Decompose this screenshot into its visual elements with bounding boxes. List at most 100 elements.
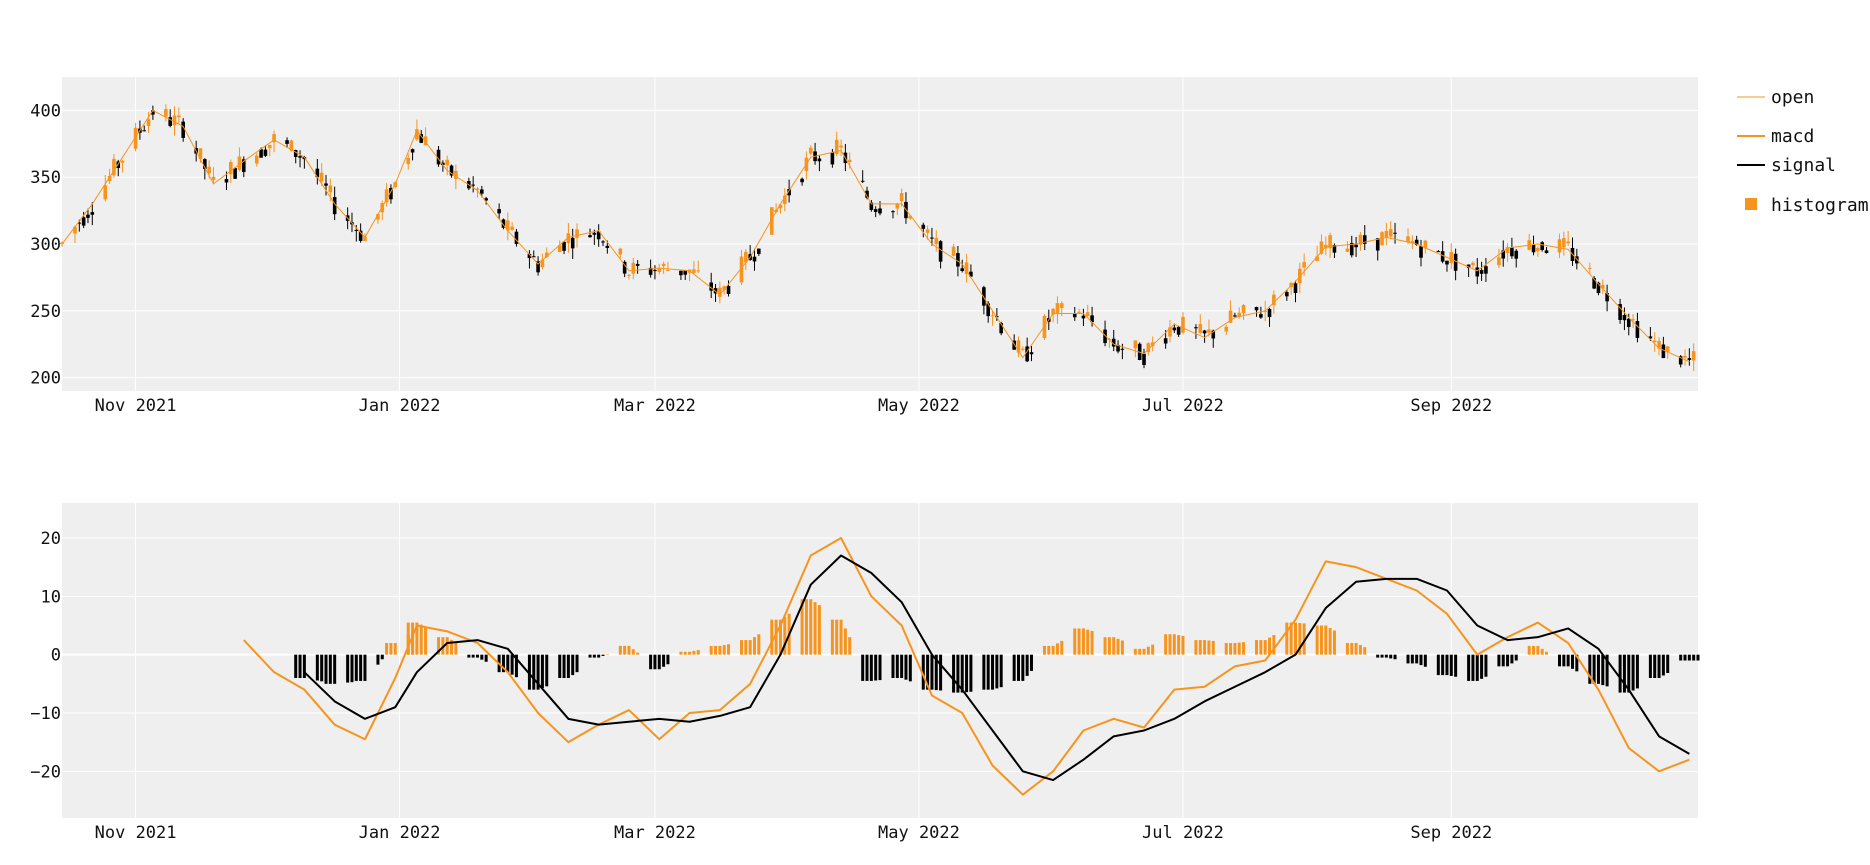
y-tick-label: 250 — [30, 302, 61, 322]
y-tick-label: 350 — [30, 168, 61, 188]
candle — [930, 227, 934, 246]
histogram-bar — [1527, 645, 1531, 655]
histogram-bar — [1354, 643, 1358, 655]
candle — [1497, 248, 1501, 269]
histogram-bar — [930, 654, 934, 690]
x-tick-label: Nov 2021 — [95, 396, 177, 416]
histogram-bar — [376, 654, 380, 665]
candle — [778, 203, 783, 214]
histogram-bar — [1302, 623, 1306, 655]
legend-item-signal[interactable]: signal — [1737, 155, 1836, 176]
candle — [384, 182, 389, 207]
histogram-bar — [830, 619, 834, 655]
histogram-bar — [1441, 654, 1445, 676]
histogram-bar — [865, 654, 869, 681]
candle — [1635, 312, 1640, 343]
histogram-bar — [1116, 638, 1120, 655]
histogram-bar — [1298, 623, 1302, 655]
candle — [315, 158, 320, 185]
histogram-bar — [315, 654, 319, 681]
candle — [982, 285, 986, 315]
histogram-bar — [861, 654, 865, 681]
histogram-bar — [566, 654, 570, 678]
candle — [709, 272, 714, 299]
histogram-bar — [514, 654, 518, 678]
histogram-bar — [891, 654, 895, 678]
histogram-bar — [1138, 648, 1142, 655]
candle — [839, 139, 843, 157]
candle — [964, 253, 969, 283]
histogram-bar — [558, 654, 562, 678]
x-tick-label: Jan 2022 — [359, 396, 441, 416]
histogram-bar — [683, 651, 687, 655]
candle — [1259, 306, 1263, 319]
candle — [272, 130, 276, 153]
histogram-bar — [895, 654, 899, 678]
candle — [1562, 231, 1566, 256]
histogram-bar — [770, 619, 774, 655]
candle — [834, 131, 839, 157]
histogram-bar — [1259, 640, 1263, 655]
candle — [1354, 236, 1358, 257]
histogram-bar — [294, 654, 298, 678]
x-tick-label: May 2022 — [878, 823, 960, 843]
histogram-bar — [1588, 654, 1592, 684]
candle — [635, 260, 640, 274]
candle — [514, 229, 519, 247]
histogram-bar — [1692, 654, 1696, 661]
histogram-bar — [1510, 654, 1514, 664]
y-tick-label: −20 — [30, 762, 61, 782]
candle — [951, 243, 956, 257]
legend-item-histogram[interactable]: histogram — [1745, 195, 1869, 216]
candle — [1384, 222, 1389, 246]
candle — [181, 118, 185, 142]
histogram-bar — [869, 654, 873, 681]
candle — [1423, 239, 1428, 254]
candle — [960, 259, 965, 273]
y-tick-label: 200 — [30, 369, 61, 389]
histogram-bar — [1103, 637, 1107, 655]
histogram-bar — [1484, 654, 1488, 677]
histogram-bar — [1454, 654, 1458, 677]
histogram-bar — [471, 654, 475, 658]
candle — [501, 218, 506, 230]
histogram-bar — [1635, 654, 1639, 689]
legend-item-macd[interactable]: macd — [1737, 126, 1814, 147]
candle — [938, 240, 943, 269]
legend-item-open[interactable]: open — [1737, 87, 1814, 108]
candle — [1349, 235, 1354, 258]
candle — [969, 264, 973, 278]
candle — [1207, 319, 1211, 337]
histogram-bar — [562, 654, 566, 678]
candle — [1358, 232, 1363, 251]
histogram-bar — [1363, 647, 1367, 655]
histogram-bar — [1683, 654, 1687, 661]
legend-label: histogram — [1771, 195, 1869, 216]
candle — [1453, 248, 1458, 281]
candle — [1120, 343, 1125, 360]
candle — [1445, 260, 1449, 272]
candle — [1293, 280, 1298, 303]
candle — [233, 167, 237, 180]
histogram-bar — [1081, 628, 1085, 655]
histogram-bar — [1203, 640, 1207, 655]
histogram-bar — [718, 645, 722, 655]
histogram-bar — [415, 622, 419, 655]
candle — [1514, 248, 1519, 268]
histogram-bar — [1497, 654, 1501, 667]
histogram-bar — [657, 654, 661, 670]
histogram-bar — [1570, 654, 1574, 669]
candle — [1254, 306, 1259, 317]
histogram-bar — [662, 654, 666, 667]
candle — [726, 280, 731, 297]
legend-label: macd — [1771, 126, 1814, 147]
histogram-bar — [952, 654, 956, 693]
candle — [410, 148, 415, 161]
histogram-bar — [774, 619, 778, 655]
histogram-bar — [1501, 654, 1505, 667]
candle — [1267, 307, 1272, 327]
histogram-bar — [757, 634, 761, 655]
histogram-bar — [999, 654, 1003, 688]
histogram-bar — [354, 654, 358, 681]
candle — [449, 164, 454, 178]
